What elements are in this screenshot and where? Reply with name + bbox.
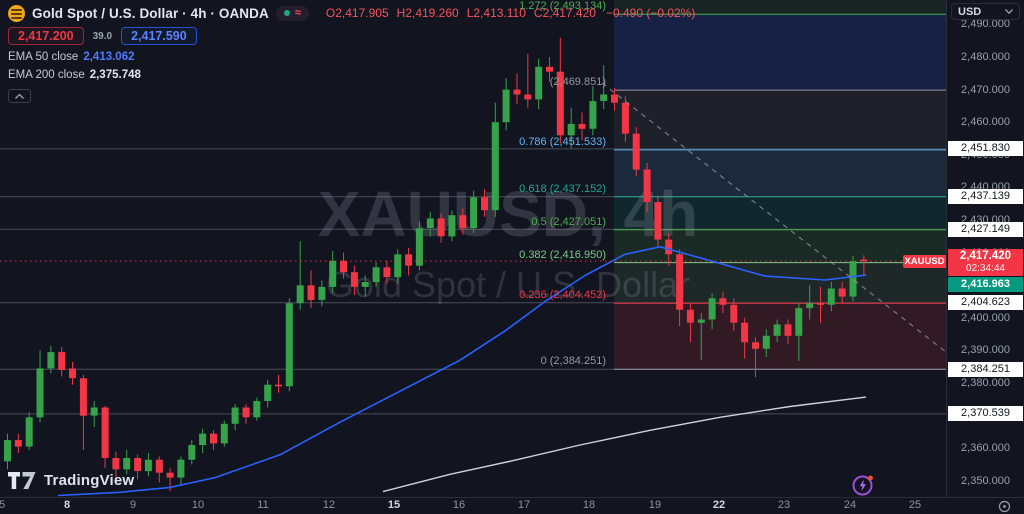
fib-zone: [614, 14, 946, 91]
candlestick-series: [4, 37, 868, 492]
time-tick: 5: [0, 499, 6, 511]
tradingview-logo[interactable]: TradingView: [8, 472, 134, 489]
ema50-value: 2,413.062: [83, 51, 135, 63]
dashed-trendline: [601, 82, 946, 353]
time-tick: 15: [387, 499, 401, 511]
fib-zone: [614, 262, 946, 304]
ema200-line: [382, 396, 867, 493]
time-tick: 10: [191, 499, 205, 511]
secondary-price-label: 2,416.963: [948, 277, 1023, 292]
price-tick: 2,470.000: [961, 83, 1010, 96]
price-tick: 2,480.000: [961, 51, 1010, 64]
price-tick: 2,460.000: [961, 116, 1010, 129]
price-tick: 2,360.000: [961, 442, 1010, 455]
price-tick: 2,350.000: [961, 474, 1010, 487]
candlestick-chart: XAUUSD, 4h Gold Spot / U.S. Dollar: [0, 0, 946, 497]
symbol-price-tag: XAUUSD: [903, 255, 946, 268]
price-axis[interactable]: USD 2,490.000 2,480.000 2,470.000 2,460.000…: [946, 0, 1024, 497]
time-tick: 24: [843, 499, 857, 511]
delayed-data-icon: ≈: [294, 7, 301, 19]
price-change: −0.490 (−0.02%): [605, 6, 696, 20]
time-tick: 16: [452, 499, 466, 511]
price-tick: 2,390.000: [961, 344, 1010, 357]
time-tick: 23: [777, 499, 791, 511]
time-tick: 19: [648, 499, 662, 511]
sell-button[interactable]: 2,417.200: [8, 27, 84, 45]
bar-countdown: 02:34:44: [966, 263, 1005, 274]
time-tick: 12: [322, 499, 336, 511]
ema200-value: 2,375.748: [89, 69, 141, 81]
spread-value: 39.0: [92, 30, 113, 42]
ema50-line: [57, 246, 867, 497]
chart-pane[interactable]: XAUUSD, 4h Gold Spot / U.S. Dollar 1.272 …: [0, 0, 946, 497]
gold-coin-icon: [8, 4, 25, 22]
watermark-symbol: XAUUSD, 4h: [318, 178, 699, 250]
ema200-legend-row[interactable]: EMA 200 close 2,375.748: [8, 69, 141, 81]
chevron-down-icon: [1005, 9, 1013, 14]
axis-settings-icon[interactable]: [998, 500, 1011, 514]
level-price-label: 2,451.830: [948, 141, 1023, 157]
time-tick: 25: [908, 499, 922, 511]
tradingview-logo-text: TradingView: [44, 472, 135, 489]
fib-zone: [614, 196, 946, 230]
price-tick: 2,490.000: [961, 18, 1010, 31]
chevron-up-icon: [15, 93, 24, 99]
time-axis[interactable]: 5 8 9 10 11 12 15 16 17 18 19 22 23 24 25: [0, 497, 1024, 514]
chart-legend: Gold Spot / U.S. Dollar · 4h · OANDA ≈ O…: [8, 2, 695, 103]
level-price-label: 2,370.539: [948, 406, 1023, 422]
time-tick: 17: [517, 499, 531, 511]
market-status-pill[interactable]: ≈: [275, 5, 309, 21]
collapse-legend-button[interactable]: [8, 89, 31, 103]
level-price-label: 2,437.139: [948, 189, 1023, 205]
time-tick: 9: [129, 499, 137, 511]
time-tick: 18: [582, 499, 596, 511]
fib-zone: [614, 0, 946, 15]
last-price-label: 2,417.420 02:34:44: [948, 249, 1023, 276]
level-price-label: 2,384.251: [948, 361, 1023, 377]
time-tick: 22: [712, 499, 726, 511]
buy-button[interactable]: 2,417.590: [121, 27, 197, 45]
price-tick: 2,400.000: [961, 311, 1010, 324]
symbol-title[interactable]: Gold Spot / U.S. Dollar · 4h · OANDA: [32, 5, 269, 21]
fib-zone: [614, 149, 946, 197]
tradingview-glyph-icon: [8, 472, 36, 489]
watermark-name: Gold Spot / U.S. Dollar: [326, 264, 690, 305]
market-open-dot-icon: [283, 10, 290, 16]
level-price-label: 2,427.149: [948, 221, 1023, 237]
time-tick: 11: [257, 499, 269, 511]
price-tick: 2,380.000: [961, 377, 1010, 390]
ema50-legend-row[interactable]: EMA 50 close 2,413.062: [8, 51, 135, 63]
fib-zone: [614, 90, 946, 150]
ohlc-readout: O2,417.905 H2,419.260 L2,413.110 C2,417.…: [325, 6, 696, 20]
lightning-status-icon[interactable]: [851, 473, 875, 497]
currency-selector[interactable]: USD: [951, 3, 1020, 20]
time-tick: 8: [63, 499, 71, 511]
fib-zone: [614, 303, 946, 370]
level-price-label: 2,404.623: [948, 295, 1023, 311]
last-price-value: 2,417.420: [959, 250, 1012, 262]
